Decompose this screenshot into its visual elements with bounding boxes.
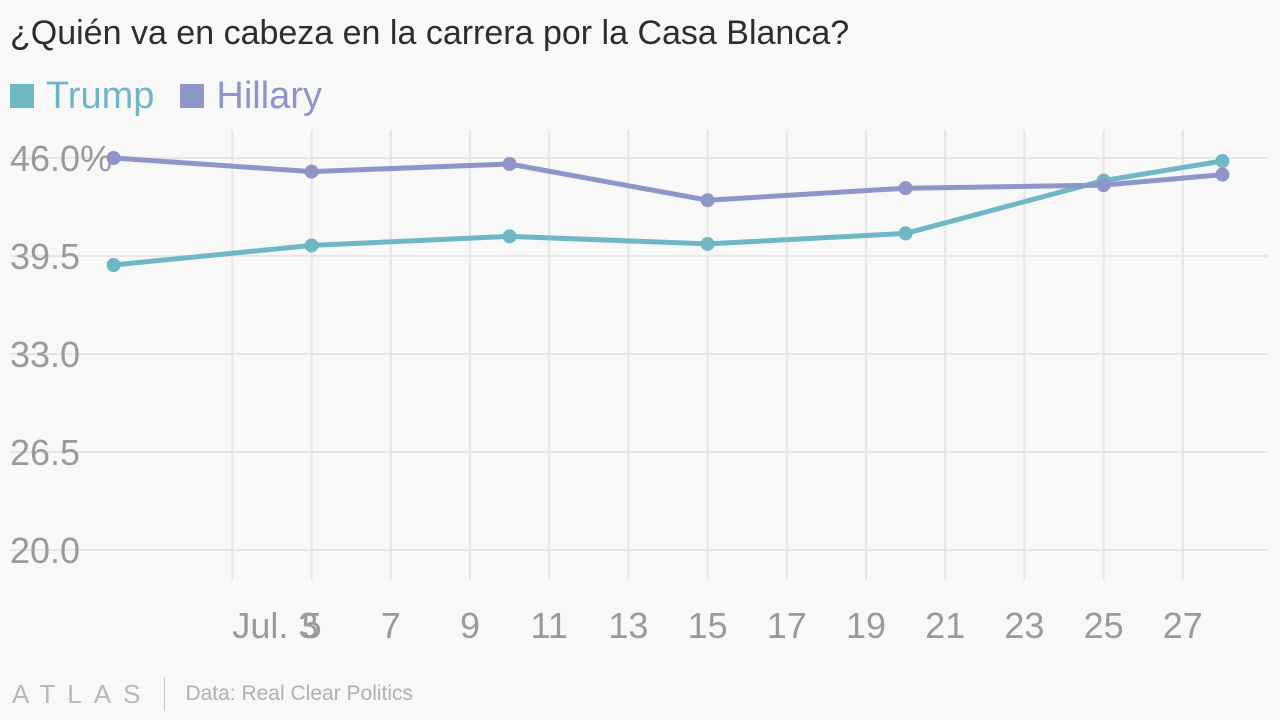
x-tick-label: 27 bbox=[1163, 605, 1203, 646]
x-tick-label: 17 bbox=[767, 605, 807, 646]
x-tick-label: 21 bbox=[925, 605, 965, 646]
atlas-logo: ATLAS bbox=[12, 678, 153, 709]
data-point-hillary bbox=[502, 157, 517, 172]
x-tick-label: 19 bbox=[846, 605, 886, 646]
data-point-trump bbox=[502, 229, 517, 244]
legend-swatch-trump bbox=[10, 84, 34, 108]
x-tick-label: 5 bbox=[302, 605, 322, 646]
x-tick-label: 7 bbox=[381, 605, 401, 646]
data-point-trump bbox=[1215, 154, 1230, 169]
data-point-trump bbox=[304, 238, 319, 253]
x-tick-label: 15 bbox=[688, 605, 728, 646]
chart-legend: Trump Hillary bbox=[10, 74, 348, 118]
data-point-hillary bbox=[1215, 167, 1230, 182]
series-line-trump bbox=[111, 158, 1225, 268]
data-point-hillary bbox=[898, 181, 913, 196]
legend-label-trump: Trump bbox=[46, 75, 155, 117]
data-point-trump bbox=[898, 226, 913, 241]
legend-label-hillary: Hillary bbox=[216, 75, 322, 117]
y-tick-label: 46.0% bbox=[10, 138, 112, 179]
y-tick-label: 39.5 bbox=[10, 236, 80, 277]
y-tick-label: 33.0 bbox=[10, 334, 80, 375]
legend-item-trump: Trump bbox=[10, 74, 154, 118]
data-point-trump bbox=[106, 258, 121, 273]
x-tick-label: 25 bbox=[1084, 605, 1124, 646]
legend-item-hillary: Hillary bbox=[180, 74, 322, 118]
y-tick-label: 26.5 bbox=[10, 432, 80, 473]
x-tick-label: 13 bbox=[608, 605, 648, 646]
chart-footer: ATLAS Data: Real Clear Politics bbox=[12, 674, 413, 714]
y-tick-label: 20.0 bbox=[10, 530, 80, 571]
legend-swatch-hillary bbox=[180, 84, 205, 108]
x-tick-label: 23 bbox=[1004, 605, 1044, 646]
data-point-hillary bbox=[106, 151, 121, 165]
footer-divider bbox=[164, 677, 166, 711]
data-point-hillary bbox=[700, 193, 715, 208]
x-tick-label: 9 bbox=[460, 605, 480, 646]
chart-title: ¿Quién va en cabeza en la carrera por la… bbox=[10, 14, 850, 52]
data-point-trump bbox=[700, 236, 715, 251]
source-note: Data: Real Clear Politics bbox=[185, 682, 414, 705]
x-tick-label: Jul. 3 bbox=[232, 605, 318, 646]
data-point-hillary bbox=[1096, 178, 1111, 193]
data-point-hillary bbox=[304, 164, 319, 179]
x-tick-label: 11 bbox=[531, 605, 568, 646]
